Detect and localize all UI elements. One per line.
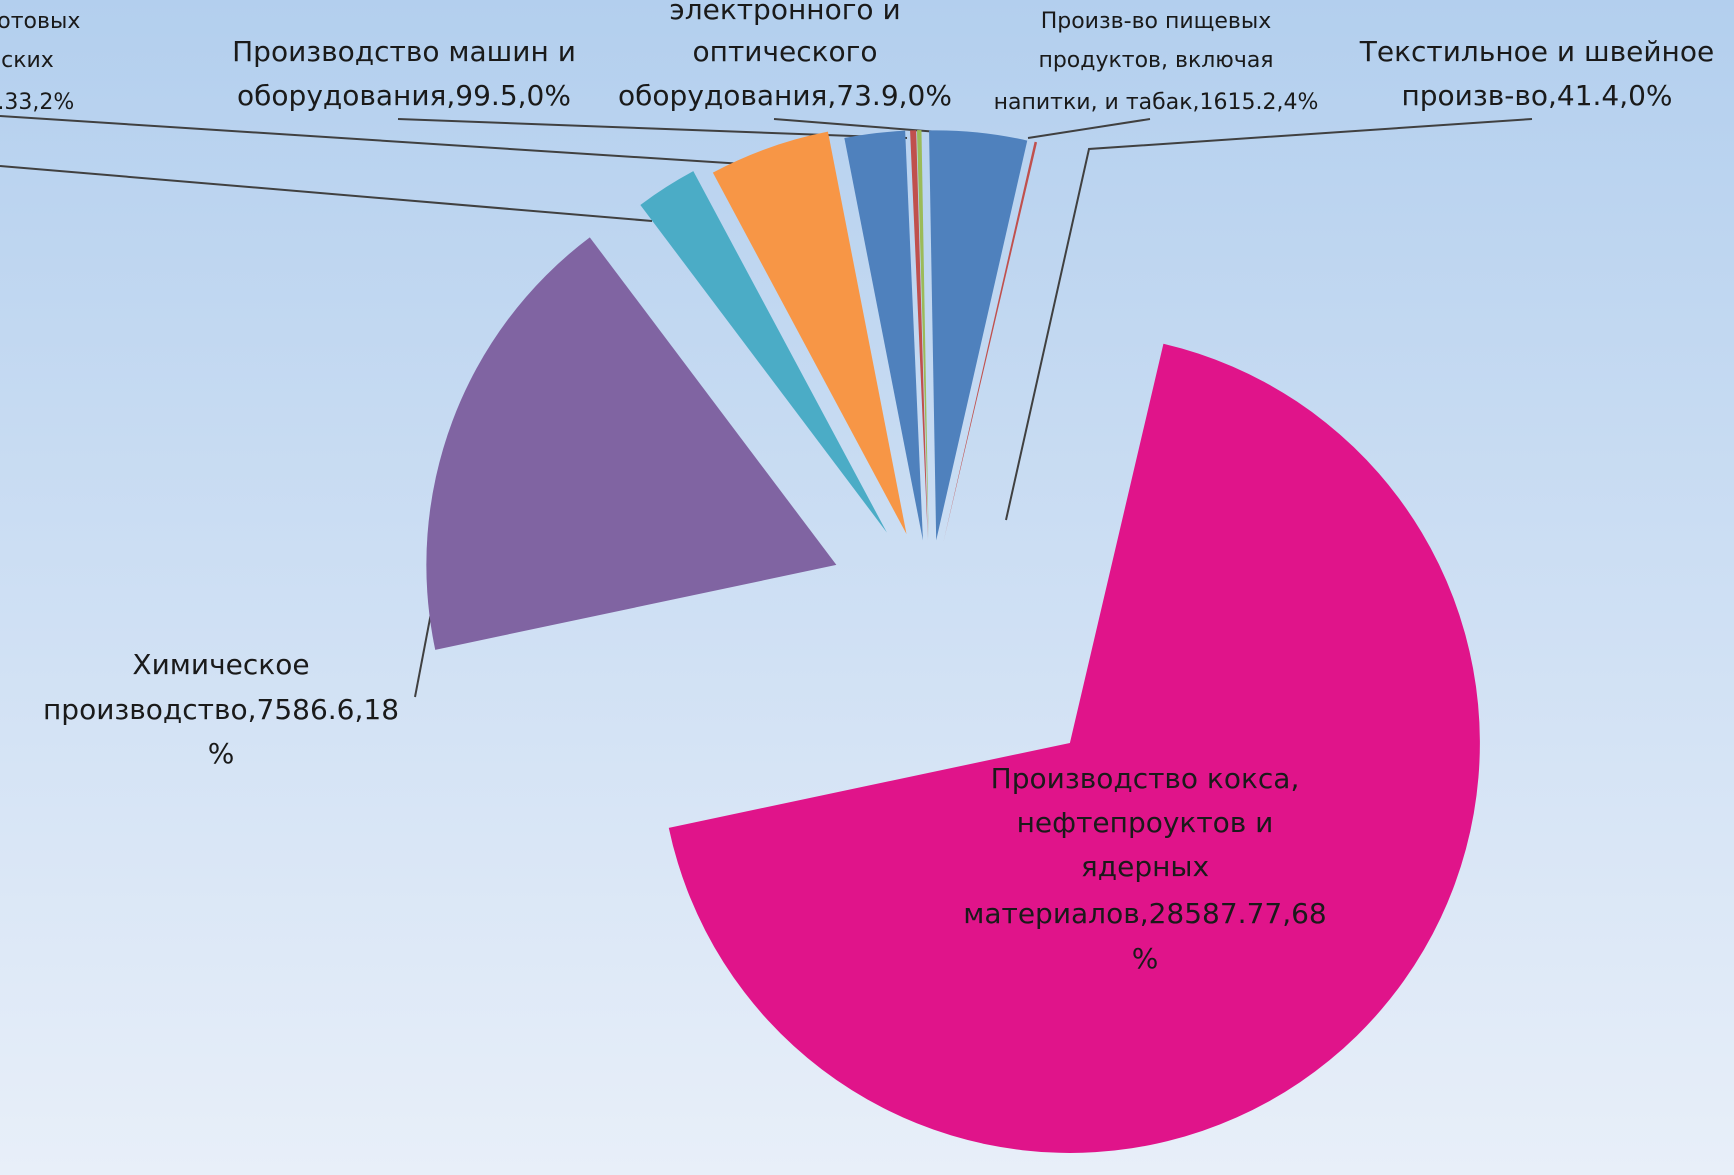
data-label: напитки, и табак,1615.2,4% — [994, 90, 1319, 115]
data-label: % — [1132, 942, 1159, 975]
pie-slice — [426, 237, 837, 650]
data-label: зв-во готовых — [0, 9, 80, 34]
leader-line — [397, 118, 908, 139]
pie-slice — [929, 130, 1028, 541]
data-label: оборудования,99.5,0% — [237, 79, 571, 112]
leader-line — [0, 165, 653, 222]
data-label: лических — [0, 48, 54, 73]
data-label: ),1026.33,2% — [0, 90, 74, 115]
pie-slice — [668, 343, 1480, 1153]
data-label: оборудования,73.9,0% — [618, 79, 952, 112]
leader-line — [773, 118, 952, 134]
pie — [426, 130, 1480, 1153]
pie-slice — [916, 130, 929, 541]
data-label: Произв-во пищевых — [1041, 9, 1272, 34]
data-label: Химическое — [132, 648, 309, 681]
leader-lines — [0, 115, 1533, 698]
data-label: Производство кокса, — [991, 762, 1300, 795]
data-label: материалов,28587.77,68 — [963, 897, 1327, 930]
data-labels: Произв-во пищевых продуктов, включая напит… — [0, 0, 1714, 975]
pie-slice — [712, 131, 907, 535]
pie-slice — [640, 171, 887, 533]
data-label: оптического — [693, 35, 878, 68]
leader-line — [1027, 118, 1151, 139]
data-label: ядерных — [1081, 850, 1209, 883]
data-label: произв-во,41.4,0% — [1401, 79, 1672, 112]
data-label: Производство машин и — [232, 35, 576, 68]
data-label: % — [208, 737, 235, 770]
data-label: нефтепроуктов и — [1017, 806, 1274, 839]
data-label: электронного и — [669, 0, 900, 26]
data-label: продуктов, включая — [1038, 48, 1273, 73]
leader-line — [1005, 118, 1533, 521]
data-label: производство,7586.6,18 — [43, 693, 399, 726]
pie-slice — [844, 130, 923, 541]
pie-slice — [943, 141, 1038, 542]
leader-line — [0, 115, 775, 167]
pie-slice — [910, 130, 928, 541]
data-label: Текстильное и швейное — [1359, 35, 1714, 68]
